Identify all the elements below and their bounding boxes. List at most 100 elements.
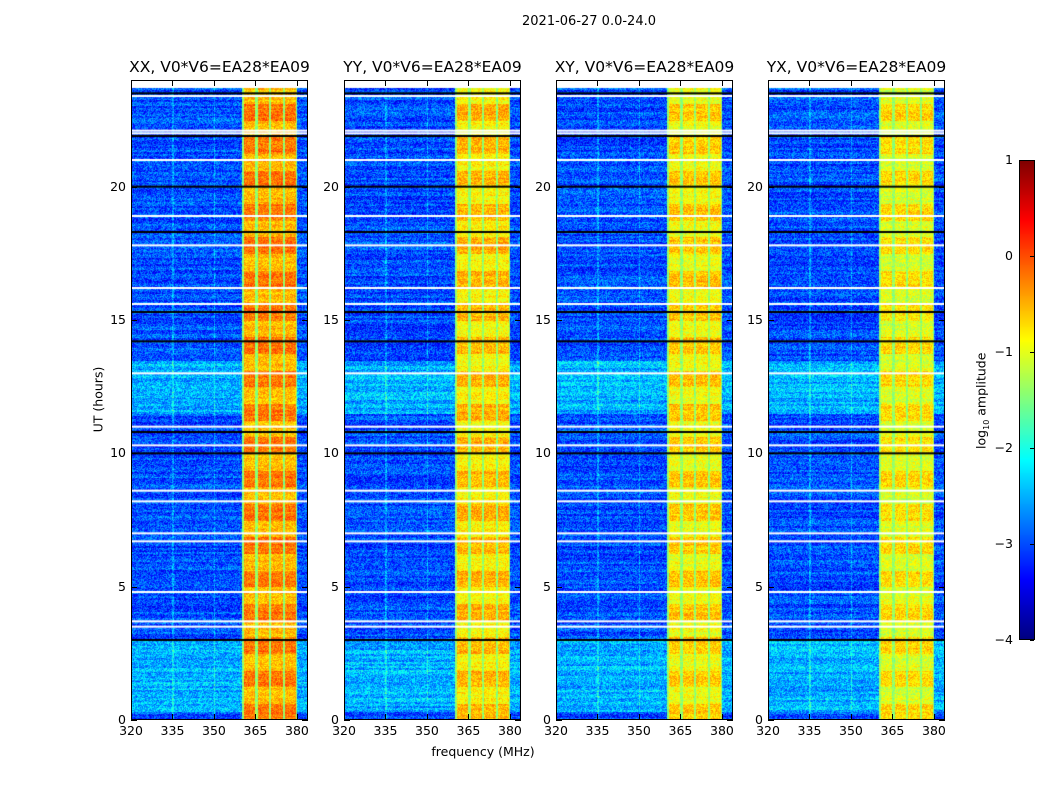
y-tick-mark [939, 586, 945, 588]
y-tick-mark [302, 320, 308, 321]
panel-title: XX, V0*V6=EA28*EA09 [129, 58, 310, 76]
y-tick-mark [515, 720, 521, 721]
colorbar-tick-label: −3 [994, 536, 1013, 551]
x-tick-mark [721, 80, 723, 86]
x-tick-mark [385, 80, 387, 86]
y-tick-mark [515, 186, 521, 188]
colorbar-tick-mark [1030, 544, 1034, 545]
y-tick-mark [515, 320, 521, 321]
y-tick-mark [302, 186, 308, 188]
x-tick-mark [255, 714, 257, 720]
x-tick-label: 350 [627, 723, 651, 738]
y-tick-label: 0 [118, 712, 126, 727]
colorbar-tick-label: 0 [1005, 248, 1013, 263]
y-tick-mark [939, 453, 945, 455]
x-tick-mark [892, 80, 894, 86]
y-tick-mark [556, 453, 562, 455]
y-tick-label: 5 [118, 578, 126, 594]
x-tick-label: 365 [456, 723, 481, 738]
panel-yy: YY, V0*V6=EA28*EA09 320 335 350 365 380 0 5 10 1… [323, 58, 522, 738]
x-tick-mark [468, 714, 470, 720]
colorbar-label: log10 amplitude [973, 321, 991, 481]
x-tick-mark [213, 80, 215, 86]
y-tick-mark [768, 320, 774, 321]
x-tick-label: 380 [710, 723, 734, 738]
y-tick-label: 10 [110, 445, 126, 461]
x-tick-label: 320 [756, 723, 780, 738]
y-tick-label: 20 [747, 178, 763, 194]
y-tick-label: 15 [323, 312, 339, 327]
spectrogram-heatmap [131, 80, 308, 720]
x-tick-mark [768, 714, 769, 720]
y-tick-mark [556, 586, 562, 588]
colorbar-tick-label: 1 [1005, 152, 1013, 167]
x-tick-label: 365 [880, 723, 905, 738]
x-tick-mark [892, 714, 894, 720]
panel-xx: XX, V0*V6=EA28*EA09 320 335 350 365 380 0 5 10 1… [110, 58, 310, 738]
x-tick-mark [131, 714, 132, 720]
y-tick-mark [131, 453, 137, 455]
y-tick-mark [768, 186, 774, 188]
y-tick-mark [131, 586, 137, 588]
colorbar-label-prefix: log [973, 429, 989, 449]
y-tick-mark [344, 586, 350, 588]
x-axis-label: frequency (MHz) [431, 744, 535, 759]
x-tick-mark [344, 80, 345, 86]
colorbar: 1 0 −1 −2 −3 −4 [995, 152, 1035, 647]
x-tick-mark [296, 80, 298, 86]
x-tick-label: 335 [585, 723, 610, 738]
x-tick-mark [933, 714, 935, 720]
x-tick-mark [296, 714, 298, 720]
y-tick-mark [727, 586, 733, 588]
colorbar-gradient [1019, 160, 1034, 640]
y-tick-mark [302, 586, 308, 588]
y-tick-mark [939, 720, 945, 721]
colorbar-tick-mark [1030, 448, 1034, 449]
panel-title: YX, V0*V6=EA28*EA09 [766, 58, 947, 76]
x-tick-label: 320 [119, 723, 143, 738]
y-tick-mark [131, 320, 137, 321]
y-tick-label: 5 [543, 578, 551, 594]
y-tick-mark [344, 720, 350, 721]
y-tick-mark [344, 320, 350, 321]
y-tick-mark [768, 586, 774, 588]
panel-title: YY, V0*V6=EA28*EA09 [343, 58, 522, 76]
y-tick-mark [727, 186, 733, 188]
y-tick-mark [131, 720, 137, 721]
x-tick-mark [213, 714, 215, 720]
y-tick-mark [939, 186, 945, 188]
y-tick-mark [556, 320, 562, 321]
x-tick-mark [680, 80, 682, 86]
y-tick-label: 15 [747, 312, 763, 327]
x-tick-label: 380 [922, 723, 946, 738]
x-tick-mark [509, 80, 511, 86]
y-tick-mark [131, 186, 137, 188]
x-tick-label: 335 [797, 723, 822, 738]
x-tick-label: 380 [498, 723, 522, 738]
spectrogram-heatmap [556, 80, 733, 720]
y-axis-label: UT (hours) [90, 366, 106, 433]
x-tick-mark [638, 80, 640, 86]
x-tick-label: 335 [160, 723, 185, 738]
y-tick-mark [515, 586, 521, 588]
colorbar-tick-mark [1030, 640, 1034, 641]
y-tick-mark [727, 320, 733, 321]
x-tick-label: 365 [668, 723, 693, 738]
colorbar-tick-mark [1030, 352, 1034, 353]
x-tick-mark [850, 714, 852, 720]
x-tick-label: 350 [202, 723, 226, 738]
x-tick-mark [809, 80, 811, 86]
y-tick-label: 15 [110, 312, 126, 327]
y-tick-mark [344, 186, 350, 188]
x-tick-mark [638, 714, 640, 720]
spectrogram-heatmap [768, 80, 945, 720]
x-tick-mark [721, 714, 723, 720]
x-tick-mark [680, 714, 682, 720]
x-tick-mark [468, 80, 470, 86]
panel-title: XY, V0*V6=EA28*EA09 [554, 58, 735, 76]
colorbar-tick-mark [1030, 160, 1034, 161]
x-tick-label: 365 [243, 723, 268, 738]
x-tick-mark [172, 714, 174, 720]
x-tick-mark [597, 714, 599, 720]
x-tick-label: 335 [373, 723, 398, 738]
